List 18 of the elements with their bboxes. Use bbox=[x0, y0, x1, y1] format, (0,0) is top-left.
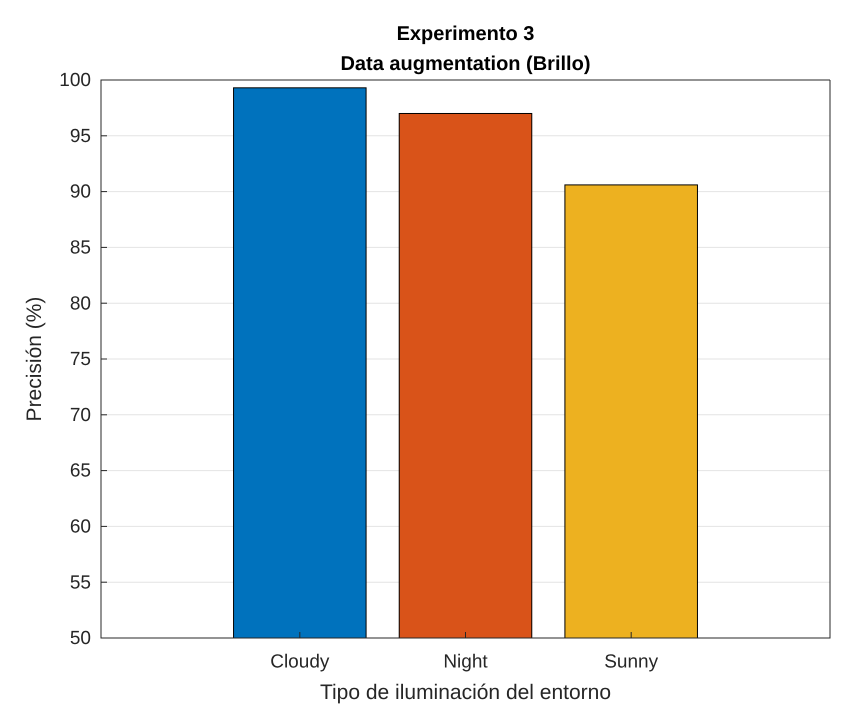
y-tick-label: 75 bbox=[70, 349, 91, 370]
y-tick-label: 65 bbox=[70, 460, 91, 482]
y-tick-label: 90 bbox=[70, 182, 91, 203]
y-tick-label: 70 bbox=[70, 404, 91, 426]
y-tick-label: 80 bbox=[70, 293, 91, 314]
y-tick-label: 85 bbox=[70, 237, 91, 258]
y-tick-label: 55 bbox=[70, 572, 91, 594]
y-tick-label: 95 bbox=[70, 126, 91, 147]
y-tick-label: 60 bbox=[70, 516, 91, 538]
x-tick-label: Cloudy bbox=[270, 651, 330, 672]
y-axis-title: Precisión (%) bbox=[23, 296, 46, 422]
chart-subtitle: Data augmentation (Brillo) bbox=[340, 53, 591, 75]
y-tick-label: 50 bbox=[70, 628, 91, 650]
x-tick-label: Night bbox=[443, 651, 488, 672]
x-tick-label: Sunny bbox=[604, 651, 659, 672]
y-tick-label: 100 bbox=[59, 70, 91, 92]
chart-title: Experimento 3 bbox=[396, 23, 534, 45]
x-axis-title: Tipo de iluminación del entorno bbox=[320, 681, 612, 704]
